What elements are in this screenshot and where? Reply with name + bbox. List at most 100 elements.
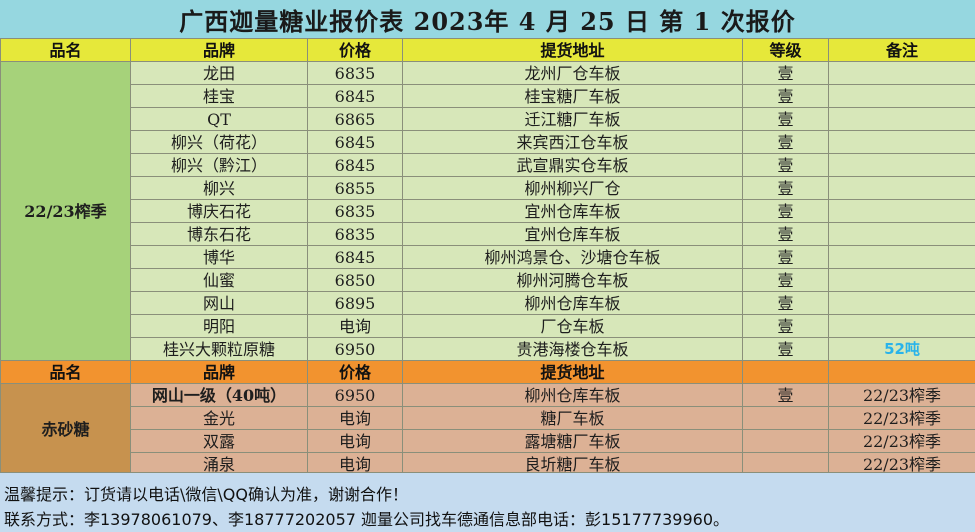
note-cell [829, 154, 975, 177]
grade-cell: 壹 [743, 292, 829, 315]
header-brand: 品牌 [131, 39, 308, 62]
grade-cell [743, 430, 829, 453]
brand-cell: 网山 [131, 292, 308, 315]
header-category: 品名 [1, 39, 131, 62]
brand-cell: 柳兴（黔江） [131, 154, 308, 177]
note-cell [829, 269, 975, 292]
grade-cell: 壹 [743, 108, 829, 131]
location-cell: 糖厂车板 [403, 407, 743, 430]
grade-cell: 壹 [743, 384, 829, 407]
note-cell: 22/23榨季 [829, 407, 975, 430]
note-cell [829, 200, 975, 223]
note-cell [829, 85, 975, 108]
brand-cell: 明阳 [131, 315, 308, 338]
location-cell: 柳州仓库车板 [403, 384, 743, 407]
note-cell [829, 131, 975, 154]
price-cell: 6845 [308, 154, 403, 177]
brand-cell: 双露 [131, 430, 308, 453]
grade-cell: 壹 [743, 200, 829, 223]
grade-cell: 壹 [743, 177, 829, 200]
title-bar: 广西迦量糖业报价表 2023年 4 月 25 日 第 1 次报价 [0, 0, 975, 39]
header-price: 价格 [308, 39, 403, 62]
location-cell: 迁江糖厂车板 [403, 108, 743, 131]
location-cell: 露塘糖厂车板 [403, 430, 743, 453]
brand-cell: 博东石花 [131, 223, 308, 246]
price-cell: 6895 [308, 292, 403, 315]
location-cell: 柳州柳兴厂仓 [403, 177, 743, 200]
price-cell: 电询 [308, 315, 403, 338]
location-cell: 武宣鼎实仓车板 [403, 154, 743, 177]
price-cell: 6835 [308, 223, 403, 246]
price-cell: 6845 [308, 85, 403, 108]
grade-cell: 壹 [743, 246, 829, 269]
header-grade [743, 361, 829, 384]
category-cell: 22/23榨季 [1, 62, 131, 361]
brand-cell: 桂宝 [131, 85, 308, 108]
brand-cell: 博华 [131, 246, 308, 269]
header-price: 价格 [308, 361, 403, 384]
location-cell: 柳州河腾仓车板 [403, 269, 743, 292]
header-location: 提货地址 [403, 361, 743, 384]
note-cell [829, 246, 975, 269]
brand-cell: 网山一级（40吨） [131, 384, 308, 407]
header-grade: 等级 [743, 39, 829, 62]
brand-cell: 桂兴大颗粒原糖 [131, 338, 308, 361]
price-cell: 6950 [308, 384, 403, 407]
header-location: 提货地址 [403, 39, 743, 62]
note-cell: 22/23榨季 [829, 384, 975, 407]
price-cell: 6845 [308, 246, 403, 269]
location-cell: 柳州鸿景仓、沙塘仓车板 [403, 246, 743, 269]
grade-cell: 壹 [743, 315, 829, 338]
price-cell: 电询 [308, 407, 403, 430]
location-cell: 宜州仓库车板 [403, 223, 743, 246]
note-cell: 22/23榨季 [829, 430, 975, 453]
price-cell: 6835 [308, 200, 403, 223]
note-cell [829, 108, 975, 131]
price-cell: 6865 [308, 108, 403, 131]
table-row: 明阳电询厂仓车板壹 [1, 315, 975, 338]
price-cell: 6850 [308, 269, 403, 292]
brand-cell: QT [131, 108, 308, 131]
brand-cell: 柳兴（荷花） [131, 131, 308, 154]
note-cell [829, 223, 975, 246]
note-cell [829, 177, 975, 200]
grade-cell: 壹 [743, 269, 829, 292]
header-row-2: 品名品牌价格提货地址 [1, 361, 975, 384]
price-cell: 6835 [308, 62, 403, 85]
grade-cell: 壹 [743, 223, 829, 246]
header-category: 品名 [1, 361, 131, 384]
sheet-title: 广西迦量糖业报价表 2023年 4 月 25 日 第 1 次报价 [179, 2, 795, 37]
footer-contact: 联系方式：李13978061079、李18777202057 迦量公司找车德通信… [4, 506, 729, 530]
footer-notes: 温馨提示：订货请以电话\微信\QQ确认为准，谢谢合作！ 联系方式：李139780… [0, 472, 975, 532]
category-cell: 赤砂糖 [1, 384, 131, 476]
grade-cell: 壹 [743, 131, 829, 154]
grade-cell: 壹 [743, 62, 829, 85]
brand-cell: 柳兴 [131, 177, 308, 200]
brand-cell: 龙田 [131, 62, 308, 85]
note-cell [829, 62, 975, 85]
location-cell: 厂仓车板 [403, 315, 743, 338]
location-cell: 柳州仓库车板 [403, 292, 743, 315]
header-note: 备注 [829, 39, 975, 62]
location-cell: 贵港海楼仓车板 [403, 338, 743, 361]
note-cell: 52吨 [829, 338, 975, 361]
note-cell [829, 315, 975, 338]
brand-cell: 仙蜜 [131, 269, 308, 292]
price-cell: 6855 [308, 177, 403, 200]
price-cell: 6845 [308, 131, 403, 154]
